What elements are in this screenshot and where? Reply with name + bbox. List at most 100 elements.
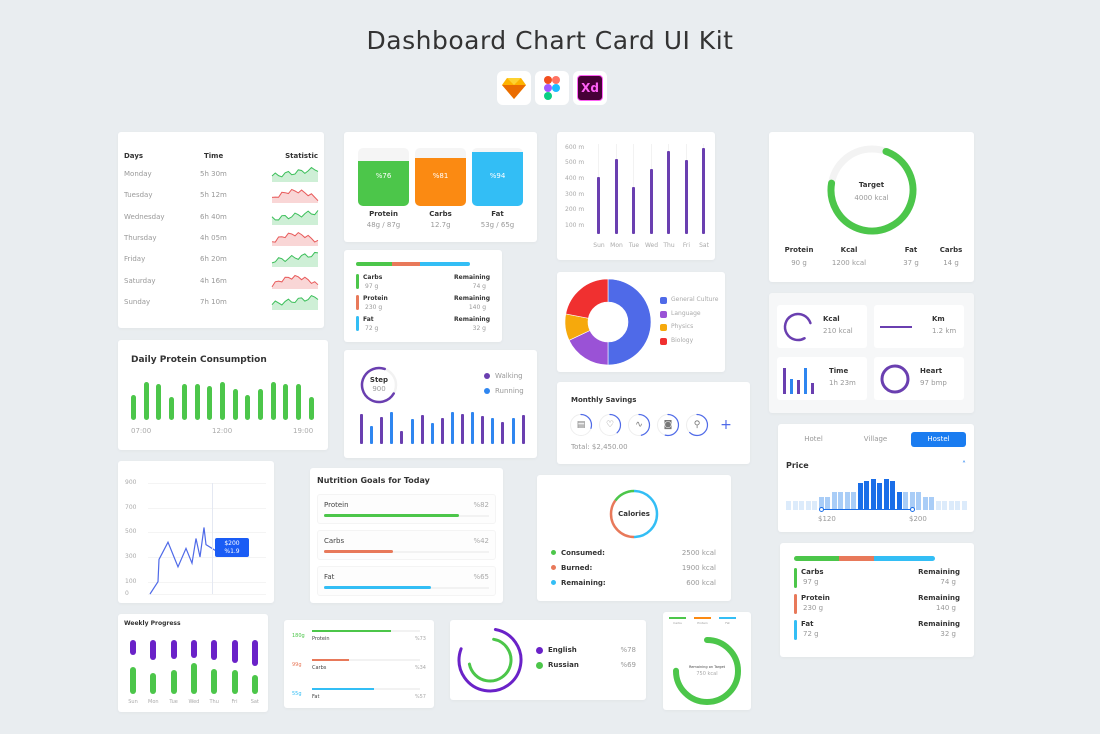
user-button[interactable]: ⚲ (685, 413, 709, 437)
legend-label: General Culture (671, 296, 719, 303)
camera-button[interactable]: ◙ (656, 413, 680, 437)
remaining-label: Remaining (918, 594, 960, 602)
legend-label: Physics (671, 323, 694, 330)
bar (308, 396, 314, 420)
x-tick-label: Tue (628, 242, 640, 249)
gridline (148, 594, 266, 595)
day-label: Monday (124, 170, 152, 178)
range-handle[interactable] (819, 507, 824, 512)
sparkline (271, 252, 319, 268)
sparkline-line (271, 166, 319, 178)
remaining-value: 140 g (935, 604, 956, 612)
tab-hotel[interactable]: Hotel (804, 435, 823, 443)
step-label: Step (369, 376, 389, 384)
histogram-bar (948, 501, 954, 510)
progress-segment (420, 262, 470, 266)
macro-sub: 53g / 65g (480, 221, 515, 229)
bar (283, 384, 289, 420)
column-header: Days (124, 152, 144, 160)
bar (194, 384, 200, 420)
card-title: Monthly Savings (571, 396, 637, 404)
tile-value: 97 bmp (920, 379, 947, 387)
activity-button[interactable]: ∿ (627, 413, 651, 437)
goal-pct: %82 (473, 501, 489, 509)
histogram-bar (961, 501, 967, 510)
legend-label: Language (671, 309, 701, 317)
range-handle[interactable] (910, 507, 915, 512)
range-label: $200 (909, 515, 927, 523)
donut-slice (607, 278, 652, 366)
mini-bar (804, 368, 807, 394)
stat-value: 14 g (943, 259, 959, 267)
step-value: 900 (372, 385, 386, 393)
progress-label: Fat (312, 694, 320, 700)
macro-label: Carbs (429, 210, 452, 218)
mini-label: Carbs (673, 621, 682, 625)
savings-progress-ring (569, 413, 593, 437)
progress-fill (312, 659, 349, 661)
step-ring (360, 366, 398, 404)
savings-progress-ring-arc (627, 413, 651, 437)
tile-label: Kcal (823, 315, 840, 323)
sketch-icon (497, 71, 531, 105)
histogram-bar (818, 496, 824, 510)
histogram-bar (942, 501, 947, 510)
calories-arc (609, 489, 659, 539)
card-title: Weekly Progress (124, 620, 181, 627)
x-tick-label: Fri (682, 242, 691, 249)
bar (390, 412, 394, 444)
y-tick-label: 100 (125, 577, 137, 585)
donut-slice (565, 278, 609, 319)
tooltip: $200 %1.9 (215, 538, 249, 557)
mini-bars-icon (783, 364, 814, 394)
collapse-chevron-icon[interactable]: ˄ (962, 460, 966, 469)
sparkline (271, 294, 319, 310)
bar (143, 382, 149, 420)
sparkline-fill (272, 210, 318, 225)
histogram-bar (916, 492, 921, 510)
remaining-label: Remaining (454, 295, 490, 302)
stat-label: Carbs (939, 246, 963, 254)
heart-dial-icon (880, 364, 910, 394)
y-tick-label: 700 (125, 503, 137, 511)
bar (430, 423, 434, 444)
day-label: Sunday (124, 297, 151, 306)
heart-button[interactable]: ♡ (598, 413, 622, 437)
remaining-label: Remaining (918, 620, 960, 628)
tab-village[interactable]: Village (863, 435, 888, 443)
bar (296, 384, 302, 420)
legend-dot (484, 388, 490, 394)
price-line (149, 527, 217, 595)
item-label: Carbs (801, 568, 824, 576)
x-tick-label: 07:00 (131, 427, 152, 435)
mini-bar (790, 379, 793, 394)
y-tick-label: 500 m (565, 159, 585, 167)
sparkline-line (271, 252, 319, 264)
macro-label: Fat (491, 210, 504, 218)
progress-fill (312, 688, 374, 690)
kcal-ring-arc (783, 312, 813, 342)
remaining-value: 32 g (940, 630, 956, 638)
calendar-button[interactable]: ▤ (569, 413, 593, 437)
sparkline (271, 209, 319, 225)
bar-top (211, 640, 218, 660)
histogram-bar (812, 501, 817, 510)
tab-hostel[interactable]: Hostel (911, 432, 966, 447)
x-tick-label: Sat (250, 699, 259, 705)
savings-progress-ring (598, 413, 622, 437)
sparkline (271, 274, 319, 289)
sparkline-line (271, 294, 319, 306)
x-tick-label: Fri (231, 699, 238, 705)
savings-progress-ring (627, 413, 651, 437)
time-value: 5h 12m (200, 191, 227, 200)
x-tick-label: Mon (610, 242, 623, 249)
bar (410, 419, 414, 444)
progress-segment (873, 556, 936, 561)
tooltip-change: %1.9 (224, 548, 240, 555)
bar (207, 386, 213, 420)
activity-icon: ∿ (635, 420, 643, 430)
add-button[interactable]: + (720, 417, 732, 433)
grams-label: 55g (292, 691, 302, 697)
bar-bottom (130, 666, 136, 694)
x-tick-label: 12:00 (212, 427, 233, 435)
